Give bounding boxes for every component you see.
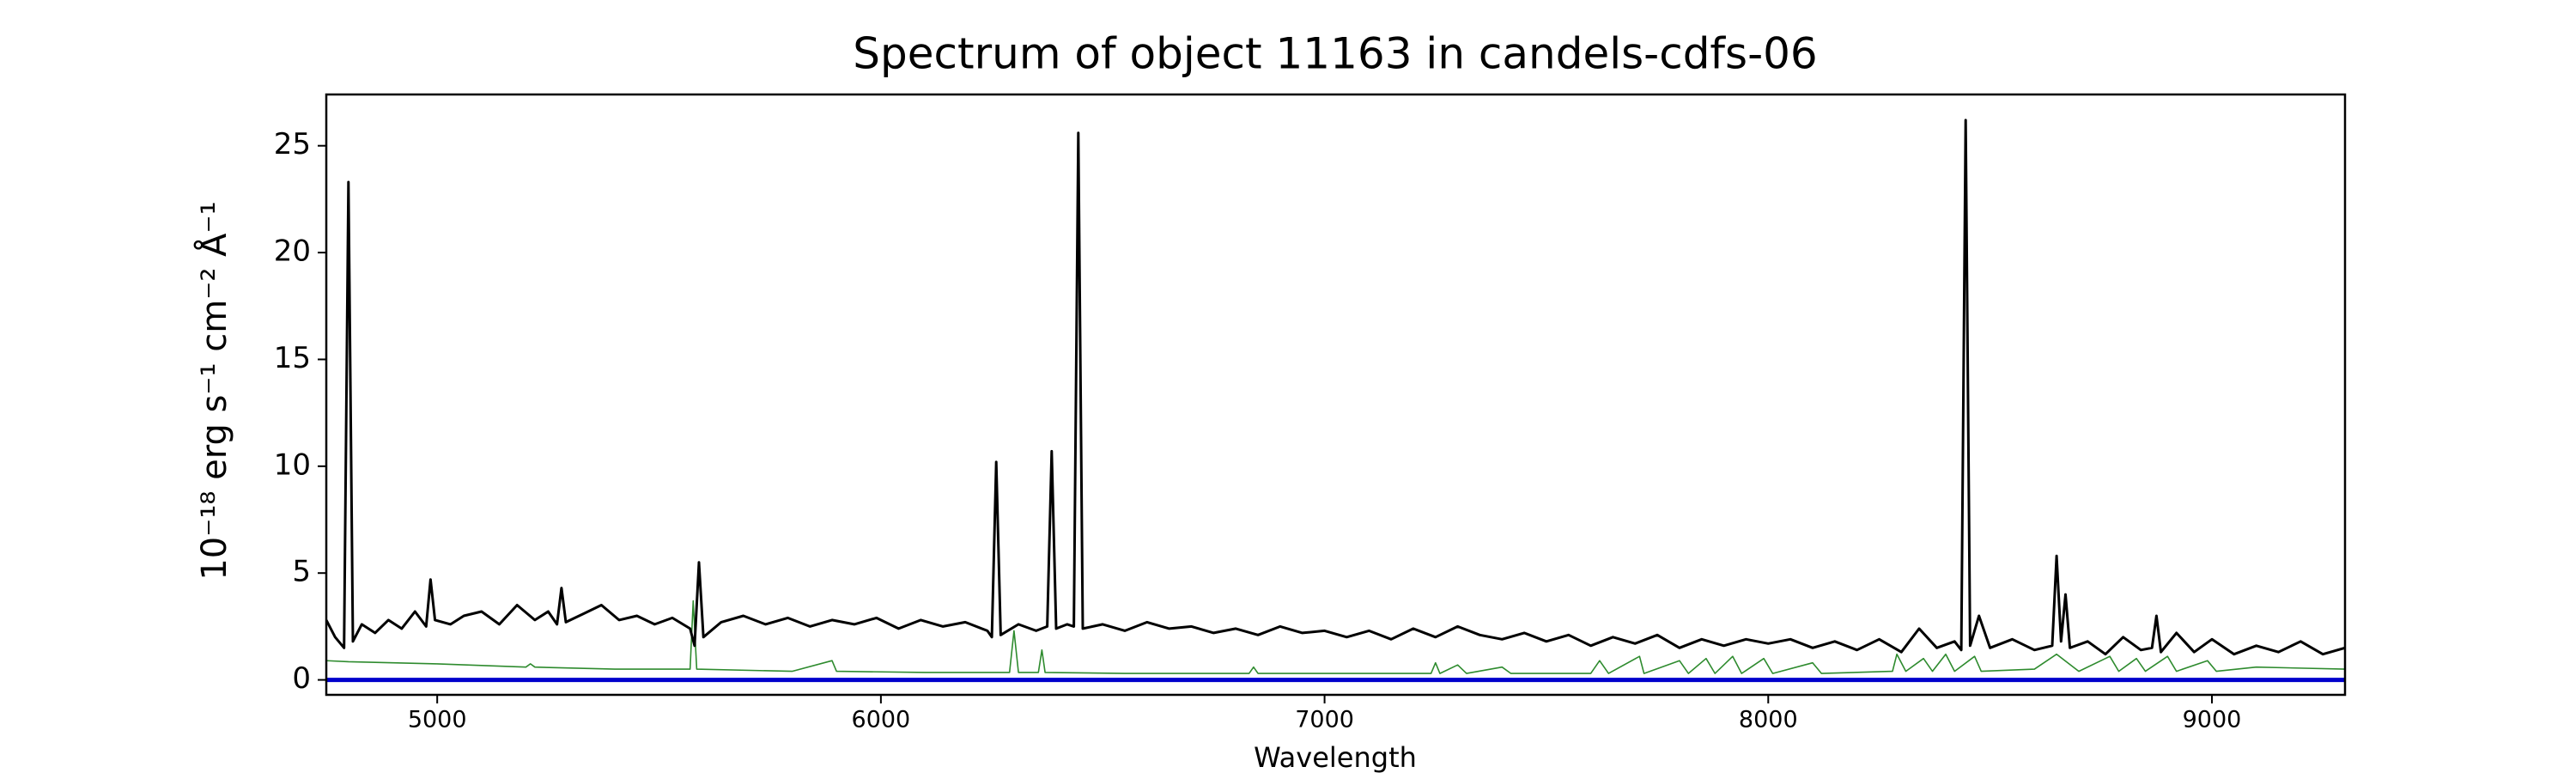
- y-tick-label: 20: [274, 234, 311, 269]
- spectrum-line: [326, 600, 2345, 674]
- x-tick-label: 6000: [852, 707, 911, 733]
- y-tick-label: 0: [292, 661, 311, 696]
- y-tick-label: 10: [274, 447, 311, 482]
- x-tick-label: 9000: [2183, 707, 2242, 733]
- x-tick-label: 7000: [1295, 707, 1354, 733]
- chart-title: Spectrum of object 11163 in candels-cdfs…: [853, 29, 1818, 79]
- spectrum-line: [326, 119, 2345, 656]
- x-axis-label: Wavelength: [1254, 741, 1417, 773]
- plot-area: [326, 119, 2345, 683]
- y-tick-label: 5: [292, 555, 311, 589]
- x-tick-label: 8000: [1739, 707, 1798, 733]
- y-tick-label: 15: [274, 341, 311, 375]
- plot-frame: [325, 93, 2347, 697]
- y-axis-label: 10⁻¹⁸ erg s⁻¹ cm⁻² Å⁻¹: [193, 201, 234, 580]
- x-tick-label: 5000: [408, 707, 467, 733]
- y-tick-label: 25: [274, 127, 311, 161]
